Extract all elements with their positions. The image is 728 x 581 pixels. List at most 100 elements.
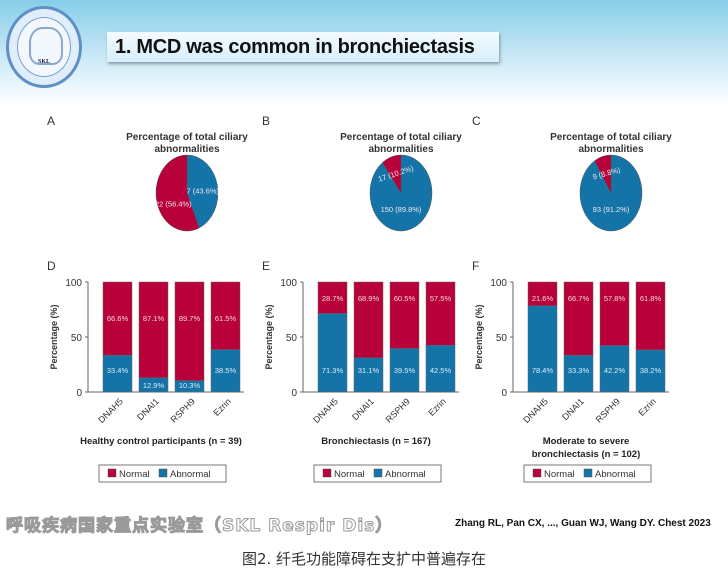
citation: Zhang RL, Pan CX, ..., Guan WJ, Wang DY.… — [455, 518, 711, 529]
y-axis-label: Percentage (%) — [474, 304, 484, 369]
bar-abnormal — [353, 357, 384, 393]
x-tick-label: DNAH5 — [521, 396, 550, 425]
pie-label: 93 (91.2%) — [593, 205, 630, 214]
bar-label-normal: 66.6% — [107, 314, 129, 323]
y-tick-label: 0 — [501, 388, 507, 399]
x-tick-label: RSPH9 — [594, 396, 622, 424]
legend-abnormal-label: Abnormal — [170, 469, 211, 480]
bar-abnormal — [102, 355, 133, 393]
legend-normal-swatch — [322, 468, 332, 478]
bar-label-abnormal: 78.4% — [532, 366, 554, 375]
legend-abnormal-label: Abnormal — [595, 469, 636, 480]
panel-letter: B — [262, 114, 270, 128]
x-tick-label: DNAI1 — [350, 396, 376, 422]
y-tick-label: 0 — [291, 388, 297, 399]
pie-label: 22 (56.4%) — [155, 199, 192, 208]
bar-label-normal: 60.5% — [394, 294, 416, 303]
bar-label-normal: 57.5% — [430, 294, 452, 303]
bar-label-normal: 68.9% — [358, 294, 380, 303]
bar-abnormal — [138, 377, 169, 393]
bar-normal — [102, 281, 133, 356]
y-tick-label: 100 — [280, 278, 297, 289]
lung-icon — [29, 27, 63, 65]
panel-letter: D — [47, 259, 56, 273]
x-tick-label: DNAH5 — [311, 396, 340, 425]
legend-normal-label: Normal — [119, 469, 150, 480]
bar-normal — [138, 281, 169, 379]
bar-label-abnormal: 31.1% — [358, 366, 380, 375]
bar-label-normal: 66.7% — [568, 294, 590, 303]
bar-normal — [425, 281, 456, 346]
bar-abnormal — [317, 313, 348, 393]
panel-letter: E — [262, 259, 270, 273]
bar-label-abnormal: 71.3% — [322, 366, 344, 375]
panel-letter: F — [472, 259, 479, 273]
bar-abnormal — [389, 348, 420, 393]
bar-label-normal: 28.7% — [322, 294, 344, 303]
y-tick-label: 50 — [71, 333, 83, 344]
pie-slice-abnormal — [369, 154, 433, 232]
x-tick-label: RSPH9 — [169, 396, 197, 424]
pie-label: 150 (89.8%) — [381, 205, 422, 214]
panel-letter: C — [472, 114, 481, 128]
y-tick-label: 50 — [496, 333, 508, 344]
bar-normal — [563, 281, 594, 356]
pie-title: abnormalities — [368, 144, 433, 155]
bar-label-abnormal: 33.3% — [568, 366, 590, 375]
figure-caption: 图2. 纤毛功能障碍在支扩中普遍存在 — [241, 550, 487, 568]
legend-normal-label: Normal — [544, 469, 575, 480]
bar-abnormal — [425, 345, 456, 393]
bar-label-abnormal: 12.9% — [143, 381, 165, 390]
bar-normal — [317, 281, 348, 314]
lab-logo: SKL — [6, 6, 82, 88]
x-tick-label: DNAI1 — [135, 396, 161, 422]
bar-normal — [635, 281, 666, 351]
bar-normal — [210, 281, 241, 350]
bar-label-abnormal: 10.3% — [179, 381, 201, 390]
y-tick-label: 0 — [76, 388, 82, 399]
bar-normal — [353, 281, 384, 359]
y-axis-label: Percentage (%) — [264, 304, 274, 369]
pie-title: Percentage of total ciliary — [340, 132, 462, 143]
bar-label-normal: 87.1% — [143, 314, 165, 323]
panel-letter: A — [47, 114, 55, 128]
bar-label-normal: 61.8% — [640, 294, 662, 303]
bar-normal — [174, 281, 205, 381]
bar-abnormal — [635, 349, 666, 393]
legend-normal-swatch — [532, 468, 542, 478]
bar-label-abnormal: 38.2% — [640, 366, 662, 375]
bar-label-abnormal: 39.5% — [394, 366, 416, 375]
slide-title-box: 1. MCD was common in bronchiectasis — [107, 32, 499, 62]
bar-label-abnormal: 42.5% — [430, 366, 452, 375]
watermark: 呼吸疾病国家重点实验室（SKL Respir Dis） — [5, 516, 394, 537]
y-tick-label: 50 — [286, 333, 298, 344]
bar-abnormal — [527, 305, 558, 393]
bar-normal — [599, 281, 630, 346]
bar-abnormal — [599, 345, 630, 393]
pie-slice-normal — [594, 154, 612, 194]
pie-title: Percentage of total ciliary — [550, 132, 672, 143]
legend-normal-swatch — [107, 468, 117, 478]
legend-normal-label: Normal — [334, 469, 365, 480]
x-tick-label: DNAH5 — [96, 396, 125, 425]
x-axis-label: Healthy control participants (n = 39) — [80, 436, 242, 447]
pie-label: 17 (43.6%) — [182, 187, 219, 196]
x-tick-label: Ezrin — [211, 396, 233, 418]
bar-normal — [389, 281, 420, 349]
bar-label-normal: 57.8% — [604, 294, 626, 303]
legend-abnormal-swatch — [373, 468, 383, 478]
slide-title: 1. MCD was common in bronchiectasis — [115, 36, 475, 58]
bar-label-abnormal: 33.4% — [107, 366, 129, 375]
bar-label-abnormal: 38.5% — [215, 366, 237, 375]
pie-slice-normal — [382, 154, 402, 194]
x-axis-label: bronchiectasis (n = 102) — [532, 449, 641, 460]
bar-abnormal — [174, 380, 205, 393]
bar-abnormal — [563, 355, 594, 393]
x-tick-label: Ezrin — [426, 396, 448, 418]
legend-abnormal-swatch — [158, 468, 168, 478]
y-tick-label: 100 — [490, 278, 507, 289]
bar-label-normal: 21.6% — [532, 294, 554, 303]
pie-slice-normal — [155, 154, 200, 232]
legend-abnormal-label: Abnormal — [385, 469, 426, 480]
